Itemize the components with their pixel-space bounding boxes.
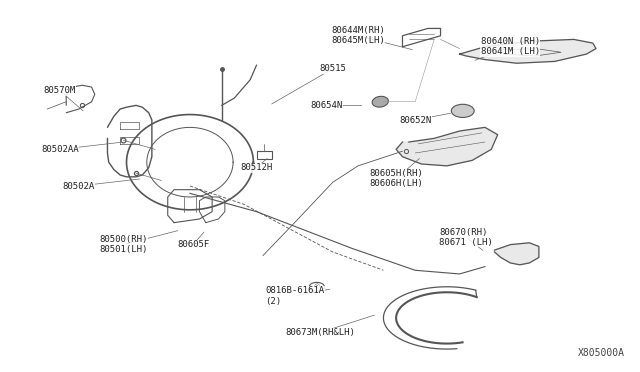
Polygon shape xyxy=(495,243,539,265)
Text: 80570M: 80570M xyxy=(44,86,76,95)
Bar xyxy=(257,151,273,158)
Text: 80502AA: 80502AA xyxy=(41,145,79,154)
Ellipse shape xyxy=(372,96,388,107)
Polygon shape xyxy=(396,127,498,166)
Text: ①: ① xyxy=(314,284,320,290)
Text: 80502A: 80502A xyxy=(63,182,95,190)
Text: 80605H(RH)
80606H(LH): 80605H(RH) 80606H(LH) xyxy=(369,169,423,188)
Text: 80605F: 80605F xyxy=(177,240,209,249)
Text: 80500(RH)
80501(LH): 80500(RH) 80501(LH) xyxy=(99,235,147,254)
Circle shape xyxy=(451,104,474,118)
Text: 80652N: 80652N xyxy=(399,116,431,125)
Polygon shape xyxy=(460,39,596,63)
Text: 80640N (RH)
80641M (LH): 80640N (RH) 80641M (LH) xyxy=(481,37,540,57)
Text: 80515: 80515 xyxy=(319,64,346,73)
Text: 80654N: 80654N xyxy=(310,101,342,110)
Text: 0816B-6161A
(2): 0816B-6161A (2) xyxy=(265,286,324,306)
Text: X805000A: X805000A xyxy=(577,348,625,358)
Text: 80512H: 80512H xyxy=(241,163,273,172)
Text: 80670(RH)
80671 (LH): 80670(RH) 80671 (LH) xyxy=(439,228,493,247)
Text: 80644M(RH)
80645M(LH): 80644M(RH) 80645M(LH) xyxy=(331,26,385,45)
Text: 80673M(RH&LH): 80673M(RH&LH) xyxy=(285,328,355,337)
